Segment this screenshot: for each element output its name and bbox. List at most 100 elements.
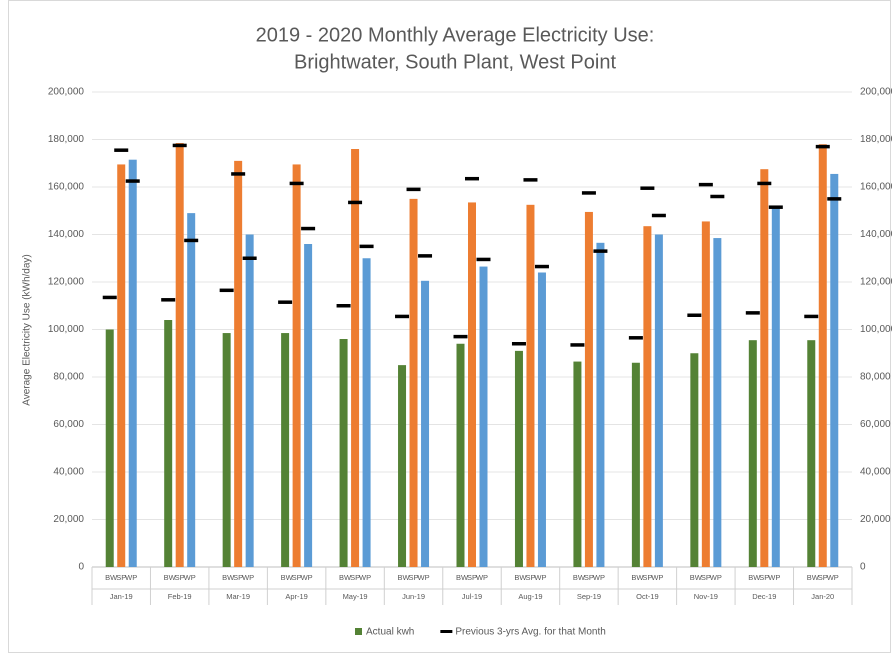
y-tick-label: 180,000 — [48, 134, 85, 145]
chart-frame — [8, 0, 891, 653]
avg-marker — [593, 249, 608, 253]
y-axis-label: Average Electricity Use (kWh/day) — [22, 254, 33, 406]
sub-category-label: BW — [573, 573, 586, 582]
avg-marker — [465, 176, 479, 181]
avg-marker — [242, 256, 257, 260]
bar — [701, 221, 710, 567]
bar — [304, 244, 313, 567]
y2-tick-label: 100,000 — [860, 324, 892, 335]
y-tick-label: 20,000 — [53, 514, 84, 525]
avg-marker — [640, 186, 655, 190]
x-tick-label: Nov-19 — [694, 592, 718, 601]
sub-category-label: SP — [642, 573, 652, 582]
avg-marker — [184, 238, 199, 243]
bar — [175, 143, 184, 567]
chart-title: 2019 - 2020 Monthly Average Electricity … — [256, 24, 655, 46]
sub-category-label: BW — [748, 573, 761, 582]
legend-label: Previous 3-yrs Avg. for that Month — [455, 627, 605, 638]
bar — [631, 362, 640, 567]
sub-category-label: BW — [339, 573, 352, 582]
sub-category-label: WP — [242, 573, 254, 582]
sub-category-label: SP — [409, 573, 419, 582]
bar — [234, 160, 243, 567]
bar — [690, 353, 699, 567]
x-tick-label: Sep-19 — [577, 592, 601, 601]
avg-marker — [804, 314, 819, 319]
bar — [362, 258, 371, 567]
bar — [468, 202, 476, 567]
sub-category-label: BW — [690, 573, 703, 582]
sub-category-label: SP — [175, 573, 185, 582]
avg-marker — [815, 144, 830, 149]
legend-swatch — [355, 628, 362, 635]
y-tick-label: 80,000 — [53, 372, 84, 383]
y2-tick-label: 60,000 — [860, 419, 891, 430]
avg-marker — [406, 187, 421, 192]
avg-marker — [231, 172, 246, 176]
sub-category-label: WP — [827, 573, 839, 582]
sub-category-label: BW — [456, 573, 469, 582]
avg-marker — [523, 178, 538, 182]
sub-category-label: WP — [593, 573, 605, 582]
sub-category-label: WP — [534, 573, 546, 582]
avg-marker — [511, 342, 526, 346]
avg-marker — [219, 288, 234, 293]
x-tick-label: May-19 — [343, 592, 368, 601]
x-tick-label: Feb-19 — [168, 592, 192, 601]
avg-marker — [628, 336, 643, 340]
x-tick-label: Jan-20 — [811, 592, 834, 601]
legend-swatch — [440, 630, 453, 633]
bar — [128, 159, 137, 567]
bar — [292, 164, 301, 567]
x-tick-label: Dec-19 — [752, 592, 776, 601]
bar — [584, 211, 593, 567]
sub-category-label: BW — [807, 573, 820, 582]
avg-marker — [418, 254, 433, 258]
avg-marker — [687, 313, 702, 317]
sub-category-label: SP — [292, 573, 302, 582]
x-tick-label: Jan-19 — [110, 592, 133, 601]
x-tick-label: Jul-19 — [462, 592, 482, 601]
x-tick-label: Mar-19 — [226, 592, 250, 601]
avg-marker — [570, 343, 585, 347]
bar — [713, 238, 722, 567]
avg-marker — [125, 179, 140, 183]
sub-category-label: WP — [184, 573, 196, 582]
legend-label: Actual kwh — [366, 627, 414, 638]
y2-tick-label: 200,000 — [860, 87, 892, 98]
avg-marker — [301, 226, 316, 231]
avg-marker — [114, 148, 129, 152]
bar — [398, 365, 407, 567]
y-tick-label: 120,000 — [48, 277, 85, 288]
bar — [537, 272, 546, 567]
y-tick-label: 40,000 — [53, 467, 84, 478]
bar — [596, 242, 605, 567]
avg-marker — [581, 191, 596, 195]
y2-tick-label: 40,000 — [860, 467, 891, 478]
avg-marker — [336, 304, 351, 308]
bar — [351, 149, 360, 567]
y2-tick-label: 20,000 — [860, 514, 891, 525]
bar — [105, 329, 114, 567]
avg-marker — [278, 300, 293, 304]
avg-marker — [757, 181, 772, 186]
x-tick-label: Apr-19 — [285, 592, 308, 601]
sub-category-label: SP — [818, 573, 828, 582]
bar — [339, 339, 348, 567]
avg-marker — [395, 314, 410, 319]
sub-category-label: SP — [525, 573, 535, 582]
sub-category-label: SP — [350, 573, 360, 582]
bar — [117, 164, 126, 567]
bar — [643, 226, 652, 567]
sub-category-label: SP — [467, 573, 477, 582]
bar — [818, 144, 827, 567]
sub-category-label: BW — [105, 573, 118, 582]
avg-marker — [453, 334, 468, 339]
y-tick-label: 100,000 — [48, 324, 85, 335]
avg-marker — [161, 298, 176, 302]
sub-category-label: BW — [164, 573, 177, 582]
avg-marker — [698, 182, 713, 187]
bar — [164, 320, 173, 567]
y-tick-label: 60,000 — [53, 419, 84, 430]
